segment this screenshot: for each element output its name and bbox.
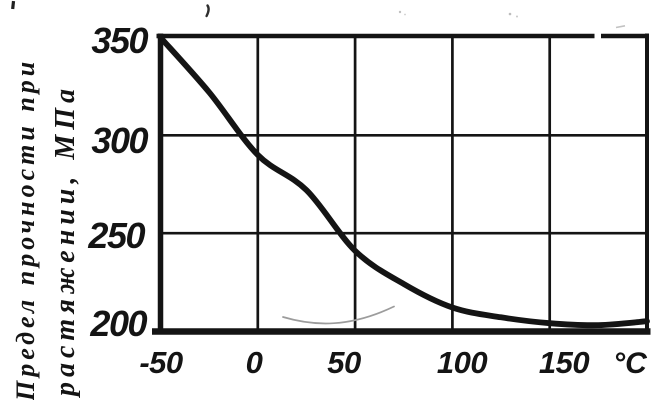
scan-speckle-dash [615,25,626,29]
x-tick-label-100: 100 [437,345,487,380]
scan-artifact-arc [282,305,395,325]
x-tick-label-0: 0 [246,345,263,380]
x-tick-label-150: 150 [539,345,589,380]
scan-speckle-2 [404,13,406,16]
x-tick-label-minus50: -50 [139,345,183,380]
print-gap-top-border [594,32,601,41]
axis-labels: 350 300 250 200 -50 0 50 100 150 °C Пред… [11,20,648,400]
y-tick-label-200: 200 [89,303,147,344]
scan-speckle-1 [398,10,402,14]
y-tick-label-300: 300 [91,120,148,161]
scan-speckle-4 [516,15,518,18]
plot-area [152,33,651,335]
scan-speckle-3 [508,12,512,16]
y-tick-label-250: 250 [87,215,145,256]
scan-mark-top-left [11,0,16,10]
y-axis-title-line2: растяжении, МПа [50,84,81,398]
scan-artifacts [11,0,626,325]
x-axis-unit-label: °C [613,347,648,380]
data-curve-tensile-strength-vs-temperature [157,34,650,329]
y-axis-title-line1: Предел прочности при [11,58,40,400]
x-tick-label-50: 50 [327,345,361,380]
y-tick-label-350: 350 [91,20,148,61]
scan-mark-apostrophe [205,4,210,18]
